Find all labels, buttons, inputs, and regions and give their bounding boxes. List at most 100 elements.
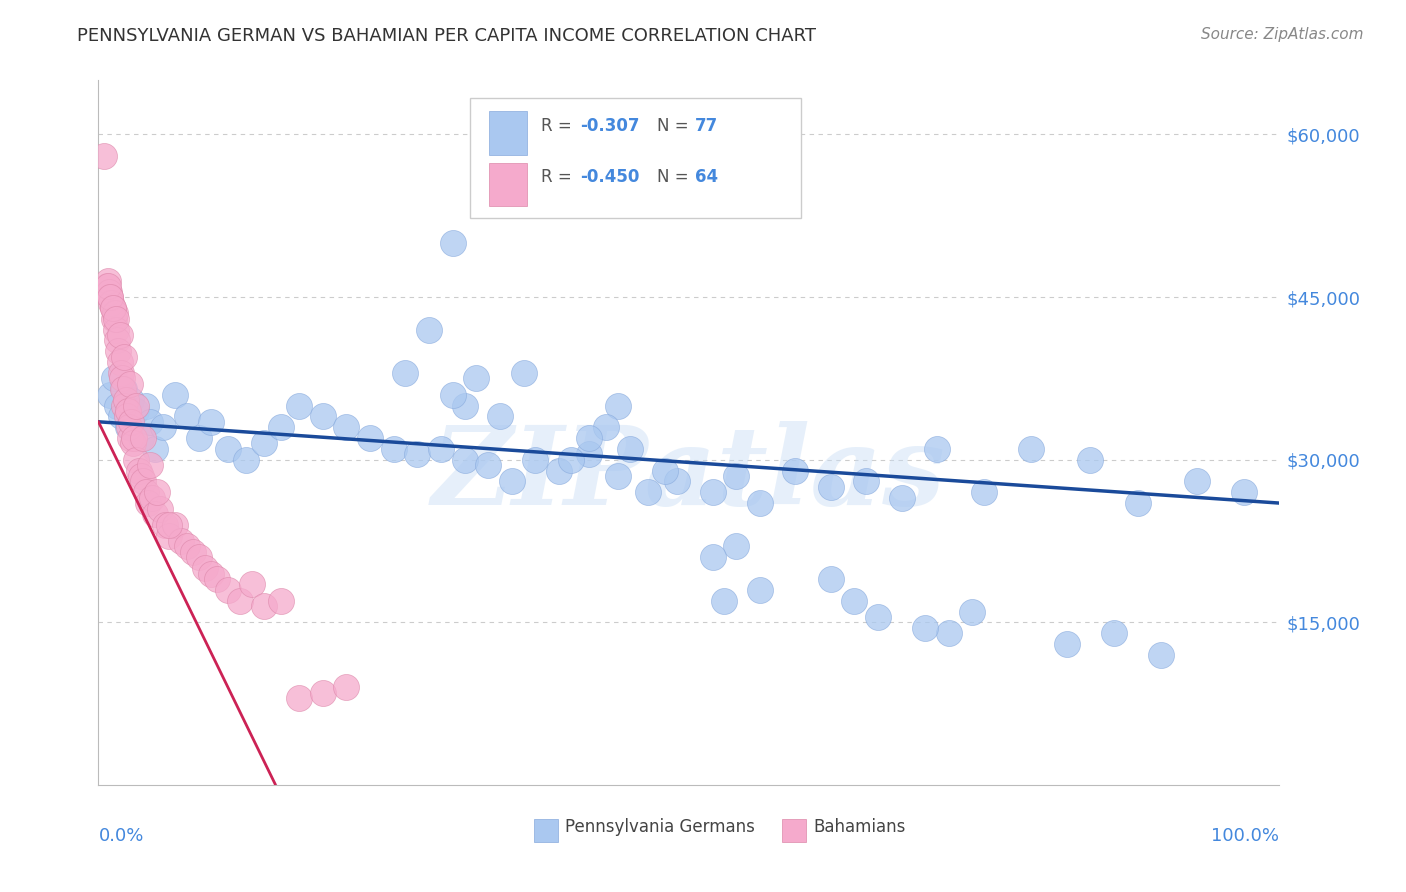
Point bbox=[702, 550, 724, 565]
Point bbox=[117, 404, 139, 418]
Point bbox=[229, 593, 252, 607]
Text: Pennsylvania Germans: Pennsylvania Germans bbox=[565, 818, 755, 836]
Point bbox=[157, 528, 180, 542]
Point bbox=[359, 431, 381, 445]
Point bbox=[139, 458, 162, 472]
Point bbox=[205, 572, 228, 586]
Point bbox=[1126, 496, 1149, 510]
Point bbox=[181, 545, 204, 559]
Point bbox=[122, 431, 145, 445]
Point bbox=[143, 507, 166, 521]
Point bbox=[110, 409, 132, 424]
Point bbox=[141, 491, 163, 505]
Point bbox=[176, 540, 198, 554]
Point bbox=[115, 409, 138, 424]
Point bbox=[288, 691, 311, 706]
Point bbox=[748, 582, 770, 597]
Text: -0.450: -0.450 bbox=[581, 169, 640, 186]
Point bbox=[489, 409, 512, 424]
Point bbox=[170, 534, 193, 549]
Point bbox=[465, 371, 488, 385]
Point bbox=[548, 464, 571, 478]
Point bbox=[121, 415, 143, 429]
Point bbox=[128, 464, 150, 478]
Point bbox=[748, 496, 770, 510]
Text: N =: N = bbox=[657, 169, 695, 186]
Point bbox=[253, 599, 276, 613]
Point bbox=[98, 290, 121, 304]
Point bbox=[105, 311, 128, 326]
Point bbox=[312, 686, 335, 700]
Point bbox=[135, 399, 157, 413]
Point bbox=[105, 334, 128, 348]
Point bbox=[560, 452, 582, 467]
Point bbox=[135, 485, 157, 500]
Point bbox=[149, 501, 172, 516]
Text: 77: 77 bbox=[695, 117, 718, 135]
Point bbox=[194, 561, 217, 575]
Point bbox=[132, 431, 155, 445]
Point bbox=[820, 480, 842, 494]
Point bbox=[578, 431, 600, 445]
Point bbox=[129, 431, 152, 445]
Point bbox=[125, 404, 148, 418]
Point bbox=[112, 399, 135, 413]
Point bbox=[157, 517, 180, 532]
Point bbox=[430, 442, 453, 456]
Point bbox=[253, 436, 276, 450]
Point bbox=[107, 344, 129, 359]
Text: Bahamians: Bahamians bbox=[813, 818, 905, 836]
Point bbox=[132, 475, 155, 489]
Point bbox=[129, 469, 152, 483]
Point bbox=[117, 420, 139, 434]
Point bbox=[101, 301, 124, 315]
Point bbox=[382, 442, 405, 456]
Point bbox=[112, 382, 135, 396]
Point bbox=[98, 387, 121, 401]
Point bbox=[187, 431, 209, 445]
Point bbox=[453, 399, 475, 413]
Point bbox=[110, 366, 132, 380]
Point bbox=[578, 447, 600, 461]
Text: 0.0%: 0.0% bbox=[98, 827, 143, 846]
Point bbox=[637, 485, 659, 500]
Point bbox=[725, 540, 748, 554]
Point bbox=[93, 149, 115, 163]
Point bbox=[890, 491, 912, 505]
Point bbox=[335, 681, 357, 695]
Point bbox=[1102, 626, 1125, 640]
Point bbox=[108, 355, 131, 369]
Point bbox=[607, 399, 630, 413]
Point bbox=[104, 306, 127, 320]
Point bbox=[785, 464, 807, 478]
Point bbox=[97, 274, 120, 288]
Point bbox=[1021, 442, 1043, 456]
Point bbox=[111, 371, 134, 385]
FancyBboxPatch shape bbox=[489, 162, 527, 206]
Point bbox=[240, 577, 263, 591]
Point bbox=[418, 323, 440, 337]
Point bbox=[925, 442, 948, 456]
Point bbox=[866, 610, 889, 624]
Point bbox=[165, 387, 187, 401]
Point bbox=[101, 301, 124, 315]
Point bbox=[100, 295, 122, 310]
Point bbox=[938, 626, 960, 640]
Point bbox=[844, 593, 866, 607]
FancyBboxPatch shape bbox=[782, 820, 806, 842]
Point bbox=[200, 566, 222, 581]
Text: N =: N = bbox=[657, 117, 695, 135]
Point bbox=[120, 431, 142, 445]
Point bbox=[270, 420, 292, 434]
Point bbox=[914, 621, 936, 635]
Point bbox=[512, 366, 534, 380]
Point bbox=[477, 458, 499, 472]
Point bbox=[121, 436, 143, 450]
Point bbox=[139, 415, 162, 429]
Point bbox=[143, 442, 166, 456]
Point bbox=[98, 290, 121, 304]
Point bbox=[394, 366, 416, 380]
Point bbox=[441, 387, 464, 401]
Point bbox=[165, 517, 187, 532]
Point bbox=[1056, 637, 1078, 651]
